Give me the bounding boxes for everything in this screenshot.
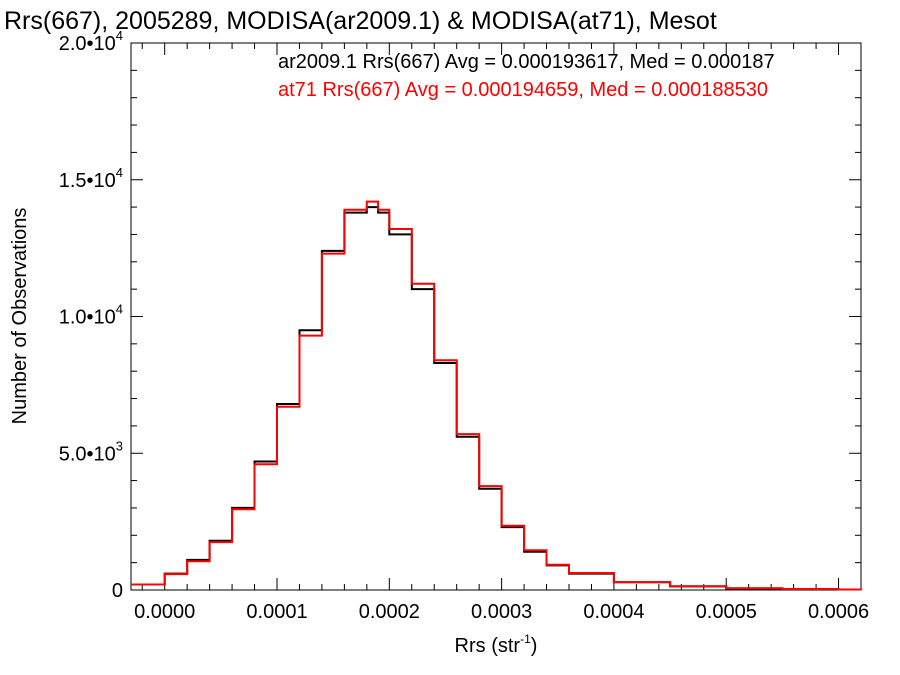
x-tick-label-6: 0.0006 bbox=[808, 601, 869, 623]
annotation-at71: at71 Rrs(667) Avg = 0.000194659, Med = 0… bbox=[278, 79, 768, 101]
annotation-ar2009: ar2009.1 Rrs(667) Avg = 0.000193617, Med… bbox=[278, 51, 775, 73]
series-line-0 bbox=[131, 206, 862, 591]
x-tick-label-0: 0.0000 bbox=[134, 601, 195, 623]
x-tick-label-4: 0.0004 bbox=[583, 601, 644, 623]
x-tick-label-3: 0.0003 bbox=[471, 601, 532, 623]
y-tick-label-0: 0 bbox=[112, 580, 123, 602]
chart-title: Rrs(667), 2005289, MODISA(ar2009.1) & MO… bbox=[4, 7, 717, 35]
series-line-1 bbox=[131, 200, 862, 591]
y-tick-label-1: 5.0•103 bbox=[59, 438, 123, 465]
series-layer bbox=[131, 200, 862, 591]
x-axis-label: Rrs (str-1) bbox=[455, 632, 538, 657]
tick-labels: 0.0000 0.0001 0.0002 0.0003 0.0004 0.0005 0.00… bbox=[59, 28, 869, 623]
y-axis-label: Number of Observations bbox=[9, 208, 31, 425]
y-tick-label-2: 1.0•104 bbox=[59, 302, 123, 329]
x-tick-label-5: 0.0005 bbox=[696, 601, 757, 623]
axis-ticks bbox=[131, 42, 862, 591]
y-tick-label-4: 2.0•104 bbox=[59, 28, 123, 55]
y-tick-label-3: 1.5•104 bbox=[59, 165, 123, 192]
x-tick-label-2: 0.0002 bbox=[359, 601, 420, 623]
x-tick-label-1: 0.0001 bbox=[246, 601, 307, 623]
